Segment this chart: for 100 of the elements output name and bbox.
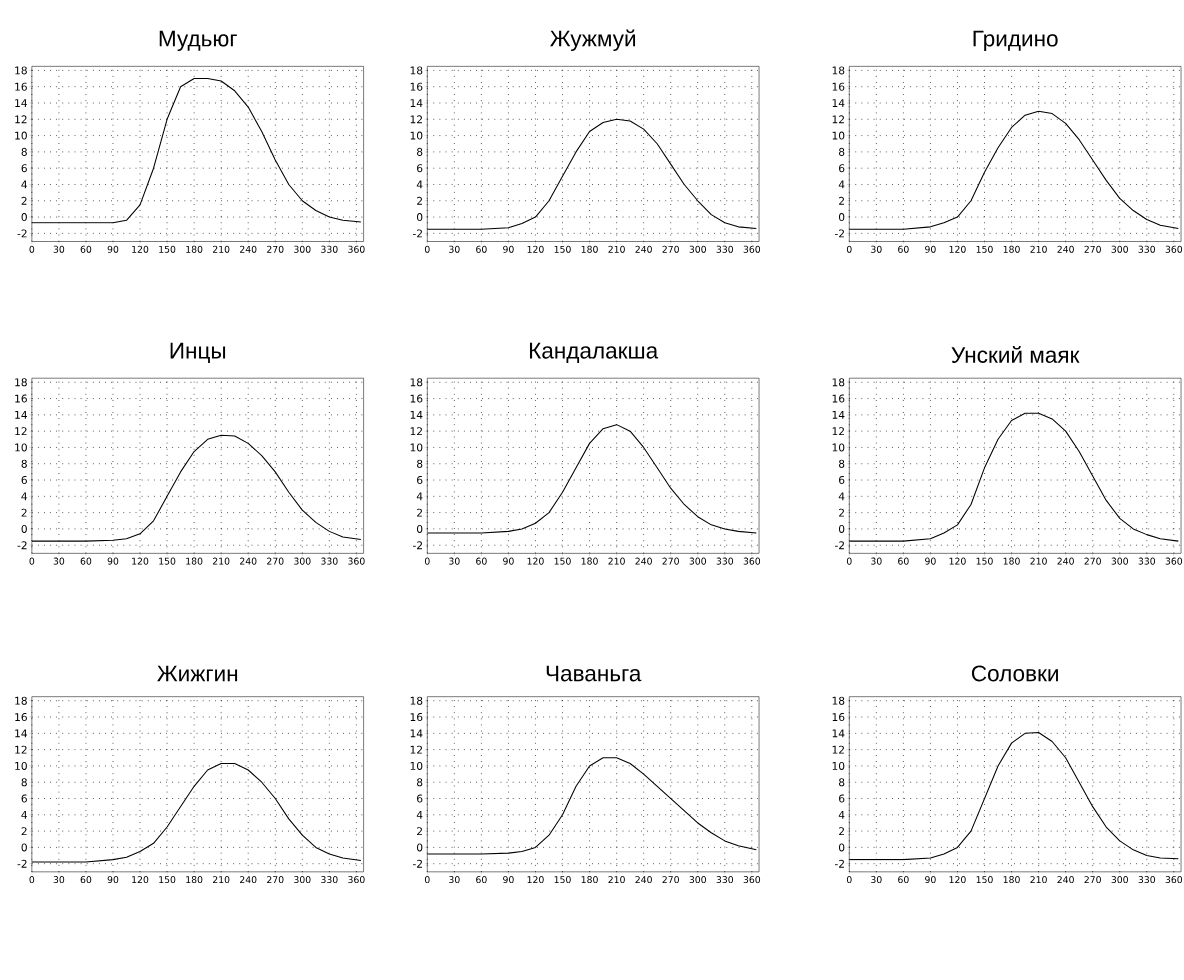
x-tick-label: 300 xyxy=(689,557,706,565)
y-tick-label: 14 xyxy=(15,98,28,107)
x-tick-label: 120 xyxy=(527,875,544,883)
x-tick-label: 300 xyxy=(1111,557,1128,565)
y-tick-label: 10 xyxy=(15,443,27,452)
y-tick-label: -2 xyxy=(412,859,422,868)
y-tick-label: 10 xyxy=(15,761,27,770)
x-tick-label: 330 xyxy=(716,875,734,883)
y-tick-label: 10 xyxy=(832,761,845,770)
y-tick-label: 18 xyxy=(410,696,423,705)
y-tick-label: 0 xyxy=(838,212,845,221)
y-tick-label: 10 xyxy=(410,131,423,140)
y-tick-label: 16 xyxy=(832,394,845,403)
x-tick-label: 360 xyxy=(348,557,365,565)
y-tick-label: 2 xyxy=(839,827,844,835)
y-tick-label: 14 xyxy=(832,98,845,107)
y-tick-label: 18 xyxy=(410,378,423,387)
x-tick-label: 120 xyxy=(949,245,966,253)
x-tick-label: 180 xyxy=(1003,557,1020,565)
x-tick-label: 240 xyxy=(1057,875,1074,883)
x-tick-label: 210 xyxy=(212,875,230,883)
y-tick-label: 8 xyxy=(839,778,845,787)
y-tick-label: 18 xyxy=(410,66,423,75)
x-tick-label: 120 xyxy=(132,245,149,253)
x-tick-label: 240 xyxy=(240,875,257,883)
y-tick-label: 8 xyxy=(21,459,27,468)
y-tick-label: 8 xyxy=(839,459,845,468)
x-tick-label: 30 xyxy=(449,557,460,565)
x-tick-label: 0 xyxy=(424,557,430,565)
x-tick-label: 360 xyxy=(348,245,365,253)
y-tick-label: 14 xyxy=(410,98,423,107)
y-tick-label: 16 xyxy=(832,82,845,91)
x-tick-label: 240 xyxy=(1057,557,1074,565)
y-tick-label: -2 xyxy=(17,859,27,868)
y-tick-label: 4 xyxy=(21,180,28,189)
x-tick-label: 360 xyxy=(743,875,761,883)
y-tick-label: 18 xyxy=(15,696,27,705)
x-tick-label: 300 xyxy=(689,245,706,253)
x-tick-label: 180 xyxy=(186,245,203,253)
x-tick-label: 60 xyxy=(80,245,92,253)
x-tick-label: 150 xyxy=(554,557,571,565)
y-tick-label: 6 xyxy=(417,794,423,803)
y-tick-label: 16 xyxy=(15,82,27,91)
y-tick-label: 4 xyxy=(416,810,423,819)
x-tick-label: 150 xyxy=(554,245,571,253)
y-tick-label: -2 xyxy=(412,541,422,549)
y-tick-label: 6 xyxy=(21,164,27,173)
y-tick-label: 4 xyxy=(416,492,423,501)
y-tick-label: -2 xyxy=(17,229,27,238)
y-tick-label: 0 xyxy=(838,524,845,533)
x-tick-label: 90 xyxy=(925,245,936,253)
x-tick-label: 270 xyxy=(267,875,284,883)
chart-title: Жужмуй xyxy=(550,29,636,51)
x-tick-label: 60 xyxy=(80,557,92,565)
y-tick-label: 2 xyxy=(21,827,27,835)
x-tick-label: 270 xyxy=(267,557,284,565)
x-tick-label: 240 xyxy=(240,557,257,565)
x-tick-label: 210 xyxy=(608,875,625,883)
y-tick-label: 6 xyxy=(417,164,423,173)
y-tick-label: 6 xyxy=(417,475,423,484)
y-tick-label: 4 xyxy=(21,492,28,501)
x-tick-label: 30 xyxy=(871,557,882,565)
y-tick-label: 4 xyxy=(416,180,423,189)
x-tick-label: 360 xyxy=(348,875,365,883)
y-tick-label: 2 xyxy=(417,827,422,835)
x-tick-label: 30 xyxy=(53,875,65,883)
x-tick-label: 0 xyxy=(846,875,852,883)
x-tick-label: 60 xyxy=(80,875,92,883)
x-tick-label: 180 xyxy=(186,875,203,883)
y-tick-label: 4 xyxy=(21,810,28,819)
x-tick-label: 330 xyxy=(1138,557,1156,565)
x-tick-label: 330 xyxy=(321,557,338,565)
y-tick-label: 14 xyxy=(15,729,28,738)
x-tick-label: 270 xyxy=(662,875,679,883)
x-tick-label: 30 xyxy=(449,875,460,883)
y-tick-label: -2 xyxy=(834,859,844,868)
x-tick-label: 0 xyxy=(424,875,430,883)
x-tick-label: 330 xyxy=(716,557,734,565)
y-tick-label: 16 xyxy=(410,712,423,721)
x-tick-label: 270 xyxy=(267,245,284,253)
x-tick-label: 360 xyxy=(1165,557,1183,565)
x-tick-label: 90 xyxy=(107,875,119,883)
y-tick-label: 0 xyxy=(21,843,27,852)
y-tick-label: 14 xyxy=(832,410,845,419)
x-tick-label: 120 xyxy=(949,875,966,883)
y-tick-label: 16 xyxy=(15,394,27,403)
x-tick-label: 150 xyxy=(159,557,176,565)
y-tick-label: 18 xyxy=(15,378,27,387)
x-tick-label: 240 xyxy=(240,245,257,253)
x-tick-label: 210 xyxy=(1030,245,1047,253)
x-tick-label: 150 xyxy=(976,875,993,883)
y-tick-label: 6 xyxy=(839,475,845,484)
x-tick-label: 120 xyxy=(132,557,149,565)
x-tick-label: 60 xyxy=(898,245,909,253)
y-tick-label: 2 xyxy=(417,508,422,517)
y-tick-label: -2 xyxy=(17,541,27,549)
x-tick-label: 90 xyxy=(503,245,514,253)
y-tick-label: 4 xyxy=(838,180,845,189)
x-tick-label: 120 xyxy=(949,557,966,565)
y-tick-label: 12 xyxy=(410,115,422,124)
